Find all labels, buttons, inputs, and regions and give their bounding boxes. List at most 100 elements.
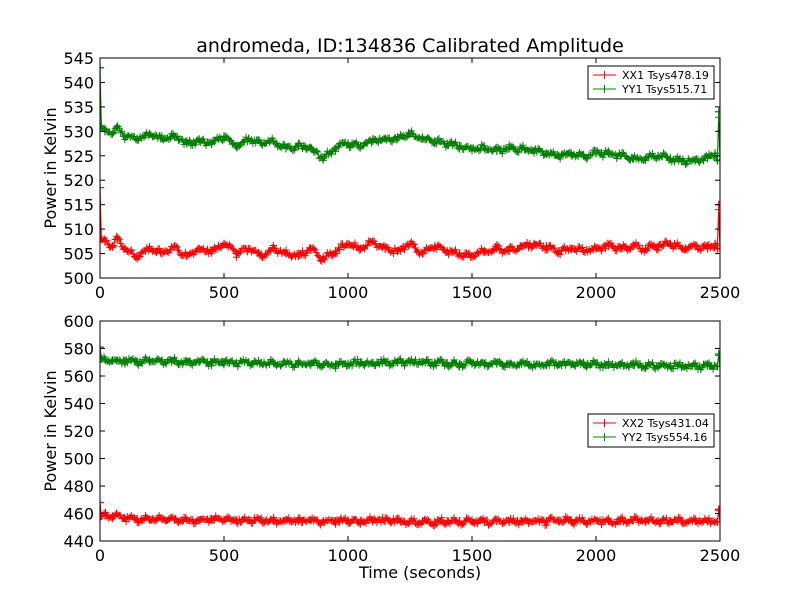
y-tick-label: 515 <box>63 196 94 215</box>
data-point <box>666 361 675 370</box>
data-point <box>306 144 315 153</box>
data-point <box>113 234 122 243</box>
data-point <box>592 516 600 525</box>
y-tick-label: 460 <box>63 505 94 524</box>
data-point <box>430 358 439 367</box>
data-point <box>381 358 390 367</box>
y-axis-label: Power in Kelvin <box>41 370 60 491</box>
data-point <box>480 359 489 368</box>
data-point <box>443 517 452 526</box>
data-point <box>244 515 253 524</box>
data-point <box>616 244 625 253</box>
x-tick-label: 1500 <box>452 283 493 302</box>
data-point <box>108 242 117 251</box>
data-point <box>381 244 390 253</box>
data-point <box>133 515 142 523</box>
x-tick-label: 2000 <box>576 283 617 302</box>
data-point <box>517 144 526 153</box>
legend-marker <box>600 433 609 441</box>
chart-panel-2: 0 500 1000 1500 2000 2500 440 460 480 500 520 540 56… <box>41 312 740 582</box>
data-point <box>257 358 266 367</box>
data-point <box>108 356 117 365</box>
y-axis-label: Power in Kelvin <box>41 107 60 228</box>
data-point <box>195 137 204 146</box>
data-point <box>232 249 241 258</box>
data-point <box>716 517 720 526</box>
data-point <box>455 517 464 526</box>
data-point <box>604 149 613 158</box>
data-point <box>691 242 700 251</box>
data-point <box>368 358 377 367</box>
data-point <box>356 244 365 253</box>
data-point <box>443 358 452 367</box>
data-point <box>430 137 439 146</box>
data-point <box>269 244 278 253</box>
legend-box <box>587 413 715 448</box>
data-point <box>714 505 720 514</box>
data-point <box>716 156 720 165</box>
x-tick-label: 0 <box>95 546 105 565</box>
data-point <box>100 183 104 192</box>
data-point <box>220 516 228 525</box>
data-point <box>393 247 402 256</box>
data-point <box>100 511 109 520</box>
data-point <box>468 144 476 153</box>
y-tick-label: 560 <box>63 367 94 386</box>
data-point <box>654 517 662 526</box>
data-point <box>629 242 638 251</box>
data-point <box>530 146 538 155</box>
y-tick-label: 505 <box>63 245 94 264</box>
data-point <box>691 361 700 370</box>
data-point <box>703 154 712 163</box>
data-point <box>666 239 675 248</box>
series-2-2 <box>100 343 720 373</box>
legend-label: XX2 Tsys431.04 <box>622 417 709 430</box>
data-point <box>100 498 104 507</box>
data-point <box>629 361 638 369</box>
data-point <box>530 360 538 369</box>
data-point <box>368 516 377 525</box>
data-point <box>714 350 720 358</box>
data-point <box>207 139 216 148</box>
data-point <box>654 151 662 160</box>
axes-frame <box>99 57 721 279</box>
x-tick-label: 0 <box>95 283 105 302</box>
data-point <box>406 239 414 248</box>
data-point <box>195 357 204 366</box>
data-point <box>108 129 117 138</box>
data-point <box>530 517 538 526</box>
series-markers <box>100 184 720 265</box>
data-point <box>282 249 290 258</box>
data-point <box>678 517 687 526</box>
data-point <box>356 358 365 367</box>
data-point <box>579 517 588 526</box>
data-point <box>319 517 328 526</box>
data-point <box>170 132 179 141</box>
data-point <box>406 517 414 526</box>
x-tick-label: 2500 <box>700 546 741 565</box>
data-point <box>554 247 563 256</box>
data-point <box>282 144 290 153</box>
data-point <box>592 149 600 158</box>
data-point <box>100 343 104 352</box>
x-tick-label: 2000 <box>576 546 617 565</box>
data-point <box>232 142 241 150</box>
data-point <box>492 359 501 368</box>
data-point <box>244 134 253 143</box>
data-point <box>641 244 650 253</box>
data-point <box>381 517 390 526</box>
data-point <box>703 244 712 253</box>
series-2-1 <box>100 498 720 530</box>
data-point <box>654 242 662 251</box>
y-tick-label: 480 <box>63 477 94 496</box>
series-1-2 <box>100 63 720 169</box>
y-tick-label: 545 <box>63 49 94 68</box>
data-point <box>579 151 588 160</box>
data-point <box>418 249 427 258</box>
data-point <box>629 154 638 163</box>
data-point <box>666 154 675 163</box>
data-point <box>604 361 613 369</box>
data-point <box>492 146 501 155</box>
data-point <box>616 517 625 526</box>
